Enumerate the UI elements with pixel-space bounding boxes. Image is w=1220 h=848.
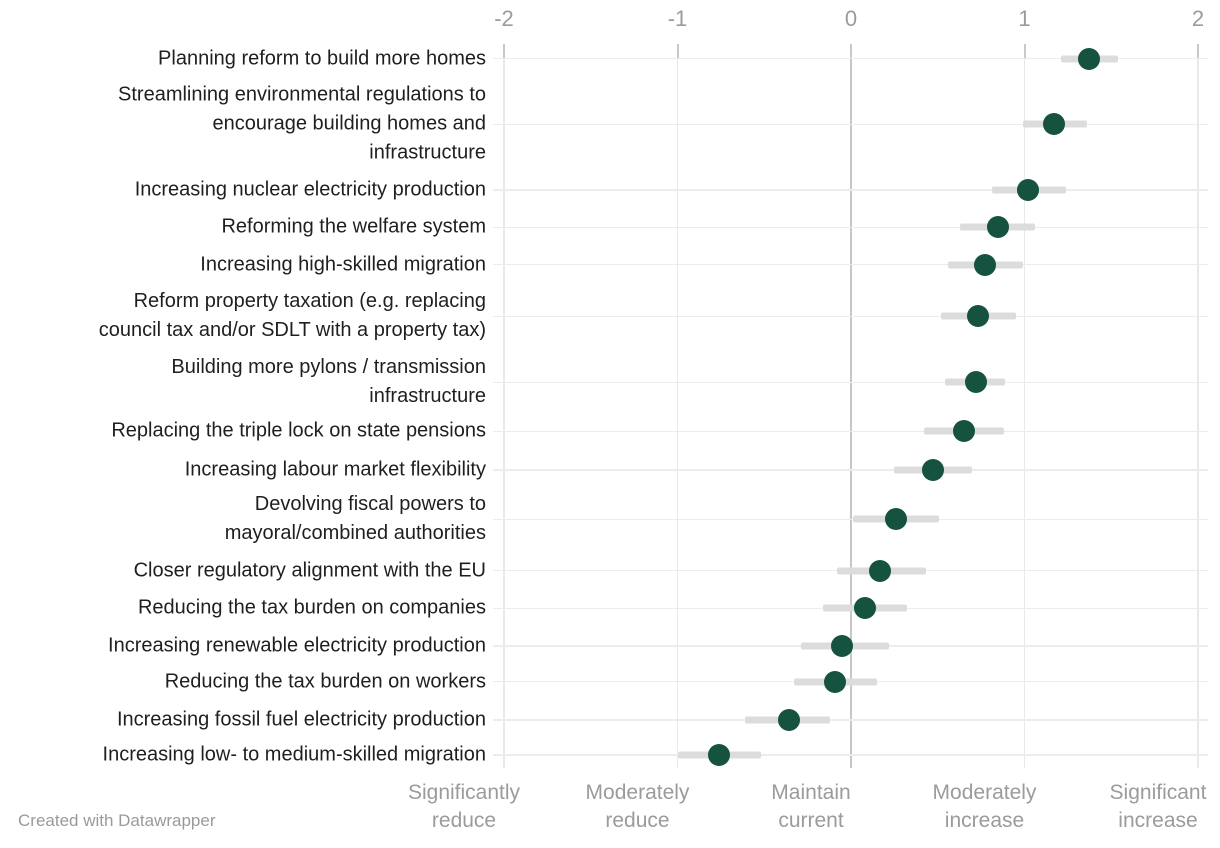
x-axis-scale-label-line: increase — [944, 809, 1025, 832]
x-axis-scale-label-line: current — [778, 809, 844, 832]
estimate-dot[interactable] — [1016, 179, 1039, 201]
estimate-dot[interactable] — [973, 253, 996, 276]
category-label: Reforming the welfare system — [0, 213, 486, 242]
x-axis-tick — [1023, 44, 1026, 59]
zero-gridline — [850, 58, 852, 768]
category-label-line: Replacing the triple lock on state pensi… — [111, 419, 486, 442]
x-gridline — [676, 58, 679, 768]
category-label-line: council tax and/or SDLT with a property … — [98, 319, 486, 342]
estimate-dot[interactable] — [853, 597, 876, 620]
row-gridline — [493, 518, 1208, 521]
category-label: Building more pylons / transmission infra… — [0, 353, 486, 411]
x-axis-scale-label-line: reduce — [605, 809, 670, 832]
category-label: Increasing renewable electricity product… — [0, 632, 486, 661]
estimate-dot[interactable] — [921, 459, 944, 481]
category-label-line: Reform property taxation (e.g. replacing — [133, 290, 486, 313]
x-axis-scale-label-line: Significantly — [407, 781, 521, 804]
category-label-line: infrastructure — [369, 141, 486, 164]
x-axis-scale-label: Maintain current — [771, 779, 850, 835]
row-gridline — [493, 315, 1208, 318]
x-axis-scale-label: Moderately reduce — [586, 779, 690, 835]
x-axis-tick-label: -2 — [494, 6, 514, 31]
x-axis-tick — [676, 44, 679, 59]
x-axis-scale-label: Significant increase — [1110, 779, 1207, 835]
category-label-line: Devolving fiscal powers to — [254, 493, 486, 516]
estimate-dot[interactable] — [1042, 113, 1065, 136]
category-label: Increasing nuclear electricity productio… — [0, 176, 486, 205]
estimate-dot[interactable] — [824, 670, 847, 693]
x-axis-tick — [850, 44, 852, 59]
x-axis-tick — [1197, 44, 1199, 59]
x-gridline — [1023, 58, 1026, 768]
category-label-line: Increasing labour market flexibility — [184, 458, 486, 481]
estimate-dot[interactable] — [831, 635, 854, 657]
x-axis-scale-label-line: Significant — [1109, 781, 1207, 804]
row-gridline — [493, 469, 1208, 471]
category-label: Closer regulatory alignment with the EU — [0, 556, 486, 585]
row-gridline — [493, 189, 1208, 191]
estimate-dot[interactable] — [777, 709, 800, 731]
row-gridline — [493, 123, 1208, 126]
x-axis-scale-label-line: Maintain — [771, 781, 851, 804]
x-axis-tick — [503, 44, 505, 59]
category-label-line: mayoral/combined authorities — [224, 522, 486, 545]
estimate-dot[interactable] — [708, 744, 731, 766]
category-label: Reform property taxation (e.g. replacing… — [0, 287, 486, 345]
row-gridline — [493, 430, 1208, 433]
category-label-line: Increasing renewable electricity product… — [108, 634, 486, 657]
estimate-dot[interactable] — [964, 371, 987, 394]
category-label: Increasing low- to medium-skilled migrat… — [0, 741, 486, 770]
x-axis-scale-label-line: Moderately — [585, 781, 690, 804]
category-label: Increasing high-skilled migration — [0, 250, 486, 279]
row-gridline — [493, 226, 1208, 229]
category-label: Reducing the tax burden on companies — [0, 594, 486, 623]
x-axis-scale-label-line: Moderately — [932, 781, 1037, 804]
estimate-dot[interactable] — [987, 216, 1010, 239]
category-label: Replacing the triple lock on state pensi… — [0, 417, 486, 446]
x-axis-tick-label: 2 — [1191, 6, 1205, 31]
category-label: Increasing fossil fuel electricity produ… — [0, 706, 486, 735]
category-label: Devolving fiscal powers to mayoral/combin… — [0, 490, 486, 548]
category-label: Reducing the tax burden on workers — [0, 667, 486, 696]
estimate-dot[interactable] — [1077, 47, 1100, 70]
x-axis-scale-label: Moderately increase — [933, 779, 1037, 835]
category-label-line: infrastructure — [369, 385, 486, 408]
estimate-dot[interactable] — [885, 508, 908, 531]
estimate-dot[interactable] — [869, 559, 892, 582]
category-label-line: encourage building homes and — [212, 112, 486, 135]
row-gridline — [493, 57, 1208, 60]
x-axis-scale-label: Significantly reduce — [408, 779, 520, 835]
row-gridline — [493, 719, 1208, 721]
x-gridline — [1197, 58, 1199, 768]
row-gridline — [493, 381, 1208, 384]
x-axis-tick-label: 1 — [1018, 6, 1031, 31]
category-label-line: Increasing fossil fuel electricity produ… — [116, 708, 486, 731]
category-label: Streamlining environmental regulations t… — [0, 81, 486, 168]
category-label-line: Increasing low- to medium-skilled migrat… — [102, 743, 486, 766]
category-label-line: Streamlining environmental regulations t… — [118, 83, 486, 106]
category-label: Increasing labour market flexibility — [0, 456, 486, 485]
category-label-line: Planning reform to build more homes — [158, 47, 486, 69]
x-axis-scale-label-line: increase — [1118, 809, 1198, 832]
x-gridline — [503, 58, 505, 768]
estimate-dot[interactable] — [966, 305, 989, 328]
row-gridline — [493, 754, 1208, 756]
x-axis-tick-label: 0 — [844, 6, 858, 31]
category-label-line: Closer regulatory alignment with the EU — [133, 559, 486, 582]
category-label-line: Reforming the welfare system — [221, 215, 486, 238]
x-axis-tick-label: -1 — [667, 6, 688, 31]
category-label-line: Reducing the tax burden on companies — [137, 596, 486, 619]
row-gridline — [493, 263, 1208, 266]
category-label-line: Reducing the tax burden on workers — [164, 670, 486, 693]
datawrapper-credit: Created with Datawrapper — [18, 811, 216, 830]
category-label-line: Increasing nuclear electricity productio… — [134, 178, 486, 201]
x-axis-scale-label-line: reduce — [431, 809, 497, 832]
category-label: Planning reform to build more homes — [0, 44, 486, 73]
estimate-dot[interactable] — [952, 420, 975, 443]
category-label-line: Increasing high-skilled migration — [200, 253, 486, 276]
category-label-line: Building more pylons / transmission — [171, 356, 486, 379]
